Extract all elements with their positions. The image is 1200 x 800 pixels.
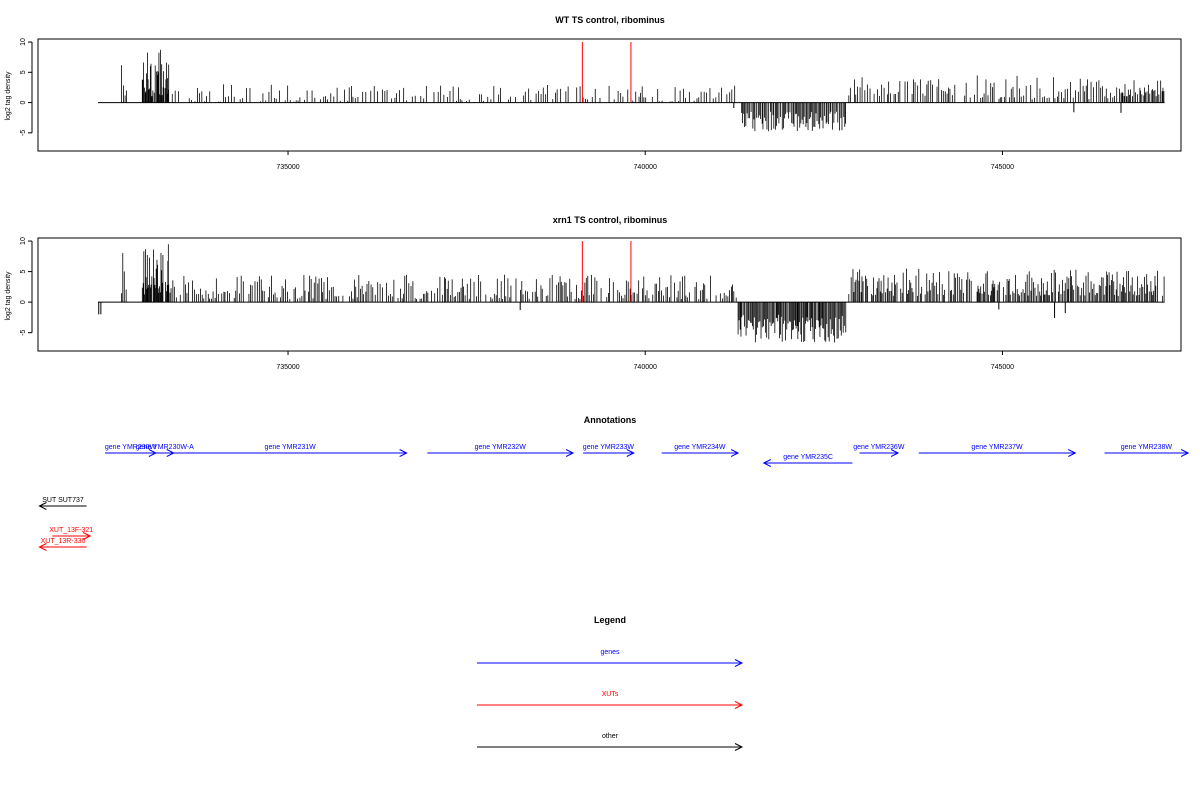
gene-feature: gene YMR233W (583, 444, 635, 457)
y-tick-label: 10 (20, 237, 27, 245)
gene-feature: gene YMR230W-A (136, 444, 194, 457)
xut-feature: XUT_13F-321 (49, 527, 93, 540)
arrow-head (1068, 449, 1077, 457)
gene-feature: gene YMR236W (853, 444, 905, 457)
y-tick-label: 0 (20, 101, 27, 105)
legend-item-label: other (602, 733, 619, 740)
annotations-title: Annotations (584, 415, 637, 425)
legend-item-label: genes (600, 649, 620, 656)
y-tick-label: -5 (20, 329, 27, 335)
wt-y-axis: -5 0 5 10 (20, 38, 33, 136)
wt-panel-title: WT TS control, ribominus (555, 15, 665, 25)
gene-label: gene YMR230W-A (136, 444, 194, 451)
x-tick-label: 740000 (634, 164, 657, 171)
gene-label: gene YMR234W (674, 444, 726, 451)
x-tick-label: 735000 (276, 164, 299, 171)
wt-density-panel: WT TS control, ribominus log2 tag densit… (5, 15, 1182, 171)
arrow-head (730, 449, 740, 457)
gene-label: gene YMR238W (1121, 444, 1173, 451)
legend-item: XUTs (477, 691, 744, 709)
xrn1-density-panel: xrn1 TS control, ribominus log2 tag dens… (5, 215, 1182, 371)
gene-feature: gene YMR237W (918, 444, 1077, 457)
gene-label: gene YMR231W (265, 444, 317, 451)
xrn1-y-axis: -5 0 5 10 (20, 237, 33, 336)
arrow-head (762, 459, 772, 467)
y-tick-label: 5 (20, 70, 27, 74)
arrow-head (399, 449, 408, 457)
xrn1-signal-bars (98, 241, 1165, 343)
gene-label: gene YMR233W (583, 444, 635, 451)
gene-label: gene YMR236W (853, 444, 905, 451)
wt-plot-frame (37, 38, 1182, 152)
legend-item-label: XUTs (602, 691, 619, 698)
xrn1-panel-title: xrn1 TS control, ribominus (553, 215, 668, 225)
x-tick-label: 740000 (634, 364, 657, 371)
arrow-head (38, 543, 47, 551)
y-tick-label: -5 (20, 130, 27, 136)
xrn1-y-axis-label: log2 tag density (5, 271, 12, 321)
gene-feature: gene YMR234W (661, 444, 740, 457)
gene-label: gene YMR237W (971, 444, 1023, 451)
legend: Legend genes XUTs other (477, 615, 744, 751)
arrow-head (82, 532, 92, 540)
y-tick-label: 5 (20, 270, 27, 274)
legend-items: genes XUTs other (477, 649, 744, 751)
legend-item: other (477, 733, 744, 751)
gene-feature: gene YMR232W (427, 444, 575, 457)
x-tick-label: 745000 (991, 364, 1014, 371)
arrow-head (890, 449, 900, 457)
xut-label: XUT_13F-321 (49, 527, 93, 534)
arrow-head (734, 743, 744, 751)
gene-feature: gene YMR231W (173, 444, 408, 457)
other-label: SUT SUT737 (42, 497, 84, 504)
xrn1-plot-frame (37, 237, 1182, 352)
y-tick-label: 0 (20, 300, 27, 304)
other-feature: SUT SUT737 (38, 497, 87, 510)
xut-feature: XUT_13R-330 (38, 538, 87, 551)
y-tick-label: 10 (20, 38, 27, 46)
arrow-head (1180, 449, 1190, 457)
gene-label: gene YMR232W (475, 444, 527, 451)
gene-feature: gene YMR238W (1104, 444, 1190, 457)
xut-label: XUT_13R-330 (41, 538, 86, 545)
xrn1-x-axis: 735000 740000 745000 (276, 351, 1014, 371)
arrow-head (734, 659, 744, 667)
gene-label: gene YMR230W (105, 444, 157, 451)
gene-feature: gene YMR235C (762, 454, 853, 467)
wt-signal-bars (98, 42, 1165, 132)
x-tick-label: 735000 (276, 364, 299, 371)
legend-title: Legend (594, 615, 626, 625)
wt-x-axis: 735000 740000 745000 (276, 151, 1014, 171)
arrow-head (734, 701, 744, 709)
x-tick-label: 745000 (991, 164, 1014, 171)
legend-item: genes (477, 649, 744, 667)
arrow-head (38, 502, 47, 510)
gene-label: gene YMR235C (783, 454, 833, 461)
arrow-head (626, 449, 635, 457)
arrow-head (565, 449, 575, 457)
wt-y-axis-label: log2 tag density (5, 71, 12, 121)
